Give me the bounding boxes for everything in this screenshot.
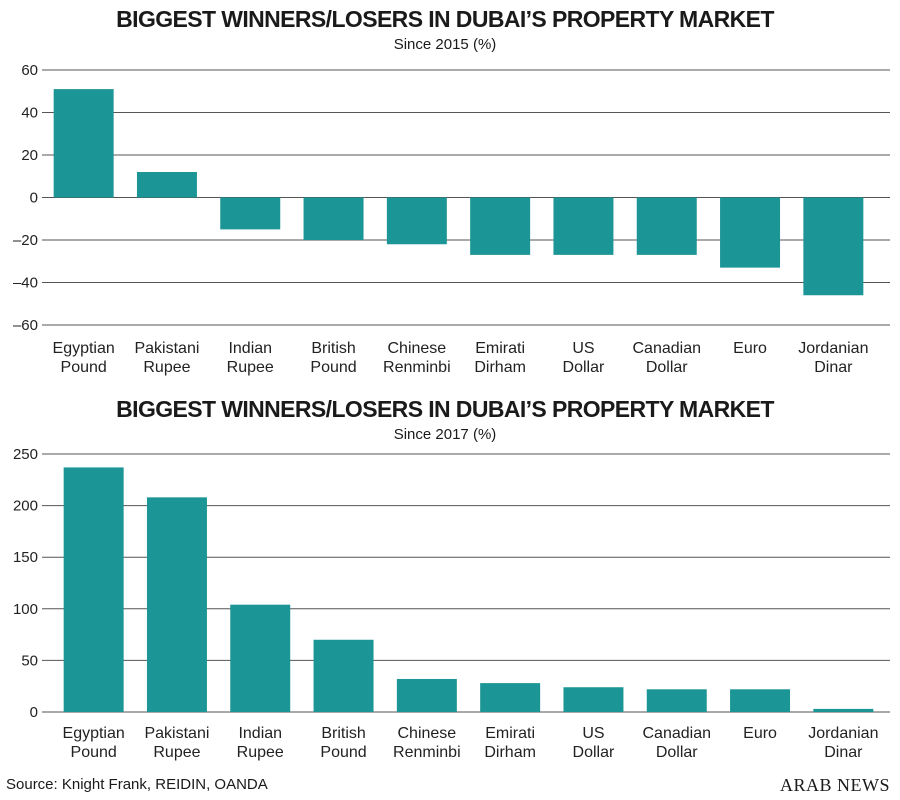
- category-label: US: [572, 340, 594, 357]
- y-tick-label: 0: [30, 190, 38, 207]
- category-label: Rupee: [237, 744, 284, 761]
- category-label: Renminbi: [383, 359, 451, 376]
- category-label: Dollar: [573, 744, 615, 761]
- category-label: Egyptian: [53, 340, 115, 357]
- category-label: Dollar: [563, 359, 605, 376]
- chart-title: BIGGEST WINNERS/LOSERS IN DUBAI’S PROPER…: [116, 6, 774, 32]
- y-tick-label: –40: [13, 275, 38, 292]
- category-label: Pound: [61, 359, 107, 376]
- category-label: Jordanian: [798, 340, 868, 357]
- bar: [386, 197, 447, 245]
- category-label: Chinese: [397, 725, 456, 742]
- chart-subtitle: Since 2017 (%): [393, 426, 497, 443]
- category-label: Pound: [320, 744, 366, 761]
- y-tick-label: 150: [13, 549, 38, 566]
- category-label: Canadian: [633, 340, 702, 357]
- y-tick-label: 250: [13, 446, 38, 463]
- category-label: Pound: [71, 744, 117, 761]
- brand-logo: ARAB NEWS: [779, 775, 890, 795]
- bar: [646, 689, 707, 712]
- bar: [303, 197, 364, 240]
- category-label: British: [311, 340, 355, 357]
- y-tick-label: 100: [13, 601, 38, 618]
- bar: [63, 467, 124, 712]
- category-label: Rupee: [227, 359, 274, 376]
- category-label: Chinese: [387, 340, 446, 357]
- y-tick-label: 60: [21, 62, 38, 79]
- bar: [146, 497, 207, 712]
- bar: [220, 197, 281, 230]
- category-label: Dirham: [474, 359, 526, 376]
- category-label: Renminbi: [393, 744, 461, 761]
- category-label: Euro: [743, 725, 777, 742]
- source-note: Source: Knight Frank, REIDIN, OANDA: [6, 776, 268, 793]
- bar: [636, 197, 697, 255]
- bar: [136, 172, 197, 198]
- category-label: Euro: [733, 340, 767, 357]
- category-label: Dinar: [824, 744, 863, 761]
- category-label: Jordanian: [808, 725, 878, 742]
- bar: [53, 89, 114, 198]
- y-tick-label: –60: [13, 317, 38, 334]
- chart-2015: BIGGEST WINNERS/LOSERS IN DUBAI’S PROPER…: [0, 0, 900, 390]
- category-label: Indian: [228, 340, 272, 357]
- bar: [813, 708, 874, 712]
- bar: [803, 197, 864, 296]
- category-label: Rupee: [143, 359, 190, 376]
- chart-subtitle: Since 2015 (%): [393, 36, 497, 53]
- bar: [720, 197, 781, 268]
- category-label: Indian: [238, 725, 282, 742]
- category-label: Pakistani: [134, 340, 199, 357]
- y-tick-label: 0: [30, 704, 38, 721]
- chart-2017: BIGGEST WINNERS/LOSERS IN DUBAI’S PROPER…: [0, 390, 900, 770]
- bar: [730, 689, 791, 712]
- y-tick-label: 50: [21, 652, 38, 669]
- bar: [563, 687, 624, 712]
- chart-2017-plot: 250 200 150 100 50 0 Egyptian Pound Pakistani Rup…: [13, 446, 890, 761]
- category-label: Canadian: [643, 725, 712, 742]
- bar: [396, 678, 457, 712]
- category-label: Emirati: [475, 340, 525, 357]
- bar: [313, 639, 374, 712]
- category-label: British: [321, 725, 365, 742]
- bar: [553, 197, 614, 255]
- category-label: Pound: [310, 359, 356, 376]
- bar: [470, 197, 531, 255]
- category-label: Dirham: [484, 744, 536, 761]
- bar: [480, 683, 541, 712]
- chart-title: BIGGEST WINNERS/LOSERS IN DUBAI’S PROPER…: [116, 396, 774, 422]
- y-tick-label: 40: [21, 105, 38, 122]
- category-label: Egyptian: [63, 725, 125, 742]
- category-label: Dollar: [646, 359, 688, 376]
- category-label: Rupee: [153, 744, 200, 761]
- chart-2015-plot: 60 40 20 0 –20 –40 –60 Egyptian Pound Pakistani Ru…: [13, 62, 890, 376]
- category-label: US: [582, 725, 604, 742]
- category-label: Emirati: [485, 725, 535, 742]
- y-tick-label: 20: [21, 147, 38, 164]
- category-label: Dinar: [814, 359, 853, 376]
- category-label: Dollar: [656, 744, 698, 761]
- category-label: Pakistani: [144, 725, 209, 742]
- y-tick-label: –20: [13, 232, 38, 249]
- y-tick-label: 200: [13, 498, 38, 515]
- bar: [230, 604, 291, 712]
